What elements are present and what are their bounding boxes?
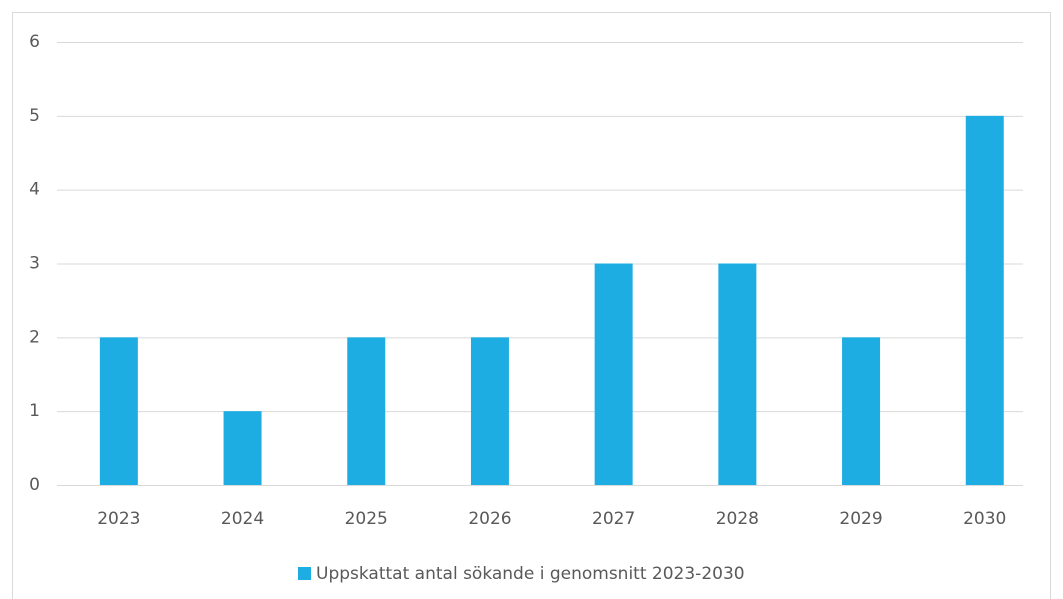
legend-swatch [298, 567, 311, 580]
x-tick-label: 2029 [839, 509, 882, 529]
x-tick-label: 2027 [592, 509, 635, 529]
chart-border [12, 12, 1051, 599]
bar [223, 411, 262, 485]
x-tick-label: 2028 [716, 509, 759, 529]
bar [842, 337, 881, 485]
y-tick-label: 5 [29, 106, 40, 126]
y-tick-label: 2 [29, 327, 40, 347]
bar [965, 115, 1004, 485]
y-tick-label: 4 [29, 180, 40, 200]
legend-label: Uppskattat antal sökande i genomsnitt 20… [316, 564, 745, 584]
y-tick-label: 0 [29, 475, 40, 495]
x-tick-label: 2025 [345, 509, 388, 529]
bar [470, 337, 509, 485]
x-tick-label: 2030 [963, 509, 1006, 529]
x-tick-label: 2024 [221, 509, 264, 529]
x-tick-label: 2026 [468, 509, 511, 529]
y-tick-label: 6 [29, 32, 40, 52]
bar [99, 337, 138, 485]
bar [347, 337, 386, 485]
bar [718, 263, 757, 485]
y-tick-label: 3 [29, 254, 40, 274]
x-tick-label: 2023 [97, 509, 140, 529]
bar [594, 263, 633, 485]
y-tick-label: 1 [29, 401, 40, 421]
